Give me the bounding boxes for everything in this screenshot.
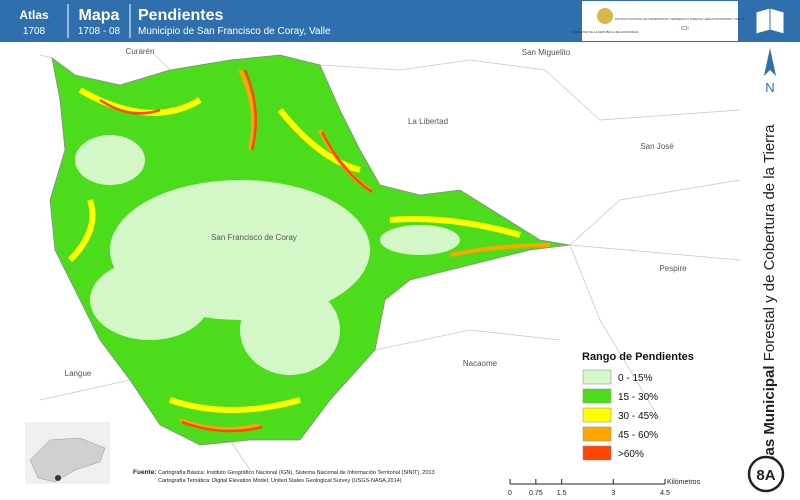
legend-swatch xyxy=(582,388,612,404)
sidebar-title-rest: Forestal y de Cobertura de la Tierra xyxy=(761,124,778,361)
legend-swatch xyxy=(582,369,612,385)
sheet-badge xyxy=(747,455,785,493)
book-icon xyxy=(755,7,785,35)
place-label: Curarén xyxy=(126,47,155,56)
sidebar-title: Atlas Municipal Forestal y de Cobertura … xyxy=(761,124,778,476)
scale-unit: Kilómetros xyxy=(667,479,701,486)
place-label: San Miguelito xyxy=(522,48,571,57)
legend-label: 15 - 30% xyxy=(618,392,658,403)
legend-label: 30 - 45% xyxy=(618,411,658,422)
place-label: Langue xyxy=(65,369,92,378)
legend-label: >60% xyxy=(618,449,644,460)
logo-emblem xyxy=(597,8,613,24)
slope-map xyxy=(50,55,570,445)
flat-areas xyxy=(75,135,460,375)
logo-left-text: GOBIERNO DE LA REPÚBLICA DE HONDURAS xyxy=(572,29,638,34)
legend-swatch xyxy=(582,407,612,423)
map-title: Pendientes xyxy=(138,7,223,24)
sheet-number: 8A xyxy=(756,467,775,484)
place-label: La Libertad xyxy=(408,117,448,126)
place-label: Pespire xyxy=(659,264,687,273)
atlas-code: 1708 xyxy=(23,26,46,37)
scale-tick-label: 1.5 xyxy=(557,490,567,497)
scale-bar: 0 0.75 1.5 3 4.5 Kilómetros xyxy=(508,479,701,497)
scale-tick-label: 0.75 xyxy=(529,490,543,497)
source-label: Fuente: xyxy=(133,469,156,476)
scale-tick-label: 4.5 xyxy=(660,490,670,497)
sidebar-title-bold: Atlas Municipal xyxy=(761,365,778,475)
boundaries xyxy=(39,49,741,471)
logo-right-text: INSTITUTO NACIONAL DE CONSERVACIÓN Y DES… xyxy=(615,16,755,21)
map-subtitle: Municipio de San Francisco de Coray, Val… xyxy=(138,26,331,37)
map-code: 1708 - 08 xyxy=(78,26,121,37)
atlas-label: Atlas xyxy=(19,8,49,22)
municipality-outline xyxy=(49,54,571,446)
place-label: Nacaome xyxy=(463,359,498,368)
legend-label: 45 - 60% xyxy=(618,430,658,441)
north-label: N xyxy=(765,80,774,95)
legend: Rango de Pendientes 0 - 15% 15 - 30% 30 - … xyxy=(582,351,694,461)
legend-label: 0 - 15% xyxy=(618,373,653,384)
legend-swatch xyxy=(582,426,612,442)
logo-right-abbr: ICF xyxy=(681,26,689,32)
legend-title: Rango de Pendientes xyxy=(582,351,694,363)
source-line: Cartografía Temática: Digital Elevation … xyxy=(158,478,402,484)
north-arrow xyxy=(764,48,776,76)
place-label: San José xyxy=(640,142,674,151)
source-line: Cartografía Básica: Instituto Geográfico… xyxy=(158,470,435,476)
scale-tick-label: 0 xyxy=(508,490,512,497)
inset-location xyxy=(55,475,61,481)
map-label: Mapa xyxy=(79,7,120,24)
inset-country xyxy=(29,437,106,483)
legend-swatch xyxy=(582,445,612,461)
very-steep-slopes xyxy=(99,69,373,433)
scale-tick-label: 3 xyxy=(611,490,615,497)
place-label: San Francisco de Coray xyxy=(211,233,297,242)
